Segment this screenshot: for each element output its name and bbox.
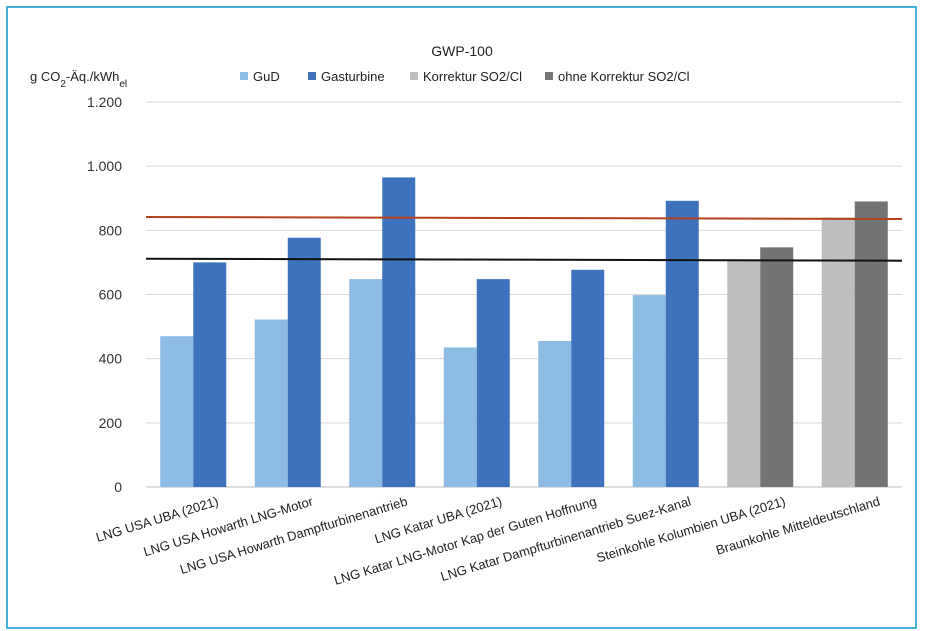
legend-swatch [308, 72, 316, 80]
x-axis-labels: LNG USA UBA (2021)LNG USA Howarth LNG-Mo… [94, 493, 882, 588]
bar [538, 341, 572, 487]
reference-line [145, 216, 903, 220]
legend-label: ohne Korrektur SO2/Cl [558, 69, 690, 84]
bar [760, 247, 794, 487]
y-tick-label: 1.200 [87, 94, 122, 110]
bar [571, 269, 605, 487]
legend-item: Korrektur SO2/Cl [410, 69, 522, 84]
chart-title: GWP-100 [431, 43, 493, 59]
legend-item: ohne Korrektur SO2/Cl [545, 69, 690, 84]
bar [254, 319, 288, 487]
chart-frame: GWP-100 g CO2-Äq./kWhel GuD Gasturbine Kor… [6, 6, 917, 629]
reference-line [145, 257, 903, 262]
legend-swatch [545, 72, 553, 80]
bar [854, 201, 888, 488]
y-tick-label: 400 [99, 351, 123, 367]
y-tick-label: 1.000 [87, 158, 122, 174]
bar [727, 259, 761, 487]
x-tick-label: Braunkohle Mitteldeutschland [714, 494, 881, 558]
chart: GWP-100 g CO2-Äq./kWhel GuD Gasturbine Kor… [30, 43, 903, 588]
bar [160, 336, 194, 487]
reference-lines [145, 216, 903, 262]
y-tick-label: 800 [99, 222, 123, 238]
bar [349, 279, 383, 487]
bar [476, 279, 510, 487]
legend-swatch [410, 72, 418, 80]
legend-label: Gasturbine [321, 69, 385, 84]
bar [287, 237, 321, 487]
bar [632, 295, 666, 487]
legend-label: GuD [253, 69, 280, 84]
legend: GuD Gasturbine Korrektur SO2/Cl ohne Korrek… [240, 69, 690, 84]
y-tick-label: 0 [114, 479, 122, 495]
bar [443, 347, 477, 487]
bar [193, 262, 227, 487]
legend-item: GuD [240, 69, 280, 84]
legend-label: Korrektur SO2/Cl [423, 69, 522, 84]
bar [665, 200, 699, 488]
y-tick-label: 200 [99, 415, 123, 431]
bars [160, 177, 888, 488]
bar [382, 177, 416, 488]
legend-swatch [240, 72, 248, 80]
legend-item: Gasturbine [308, 69, 385, 84]
bar [821, 217, 855, 487]
y-axis-ticks: 0 200 400 600 800 1.000 1.200 [87, 94, 122, 495]
y-tick-label: 600 [99, 287, 123, 303]
y-axis-label: g CO2-Äq./kWhel [30, 69, 127, 90]
